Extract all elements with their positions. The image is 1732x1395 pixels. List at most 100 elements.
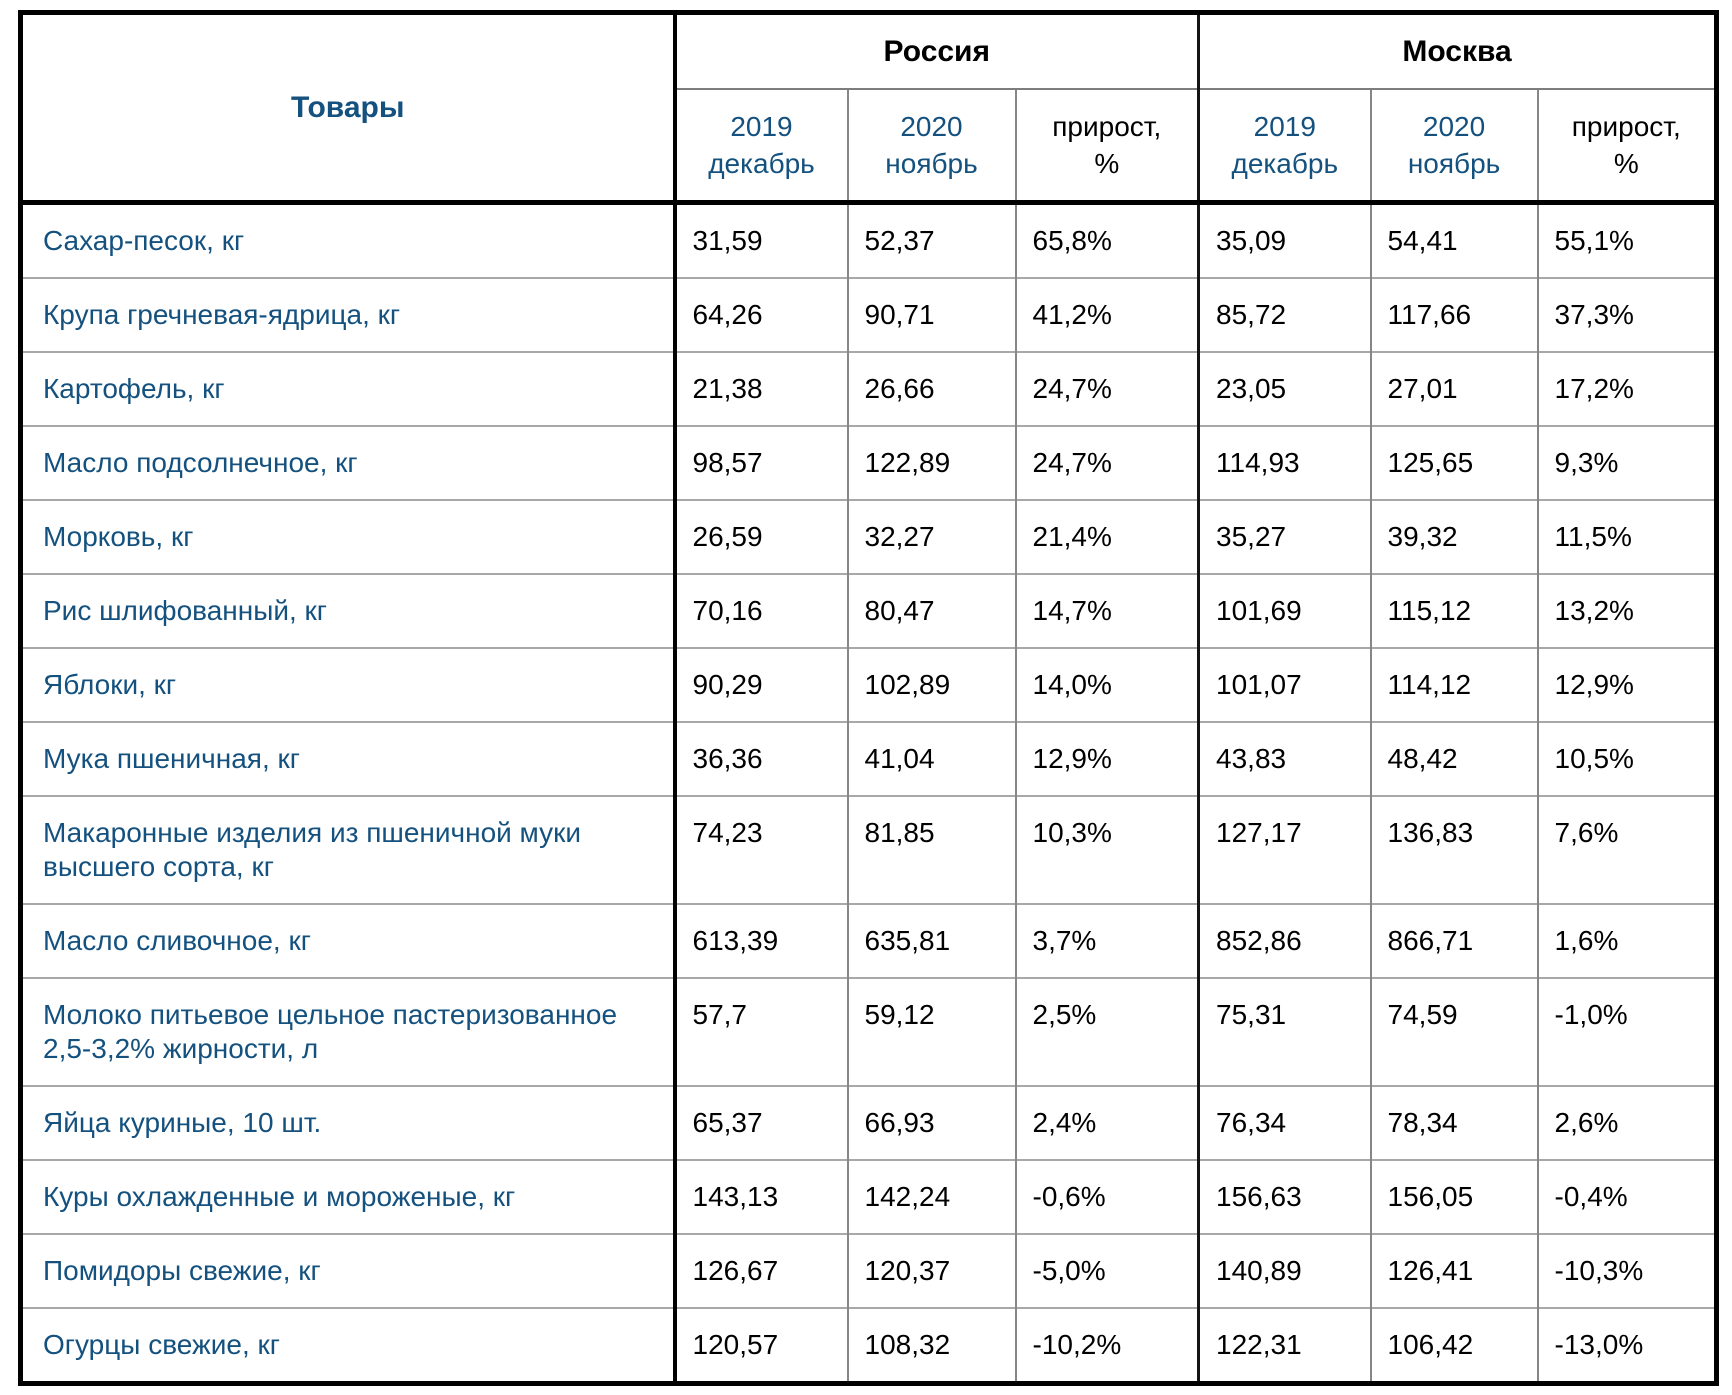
price-value: 140,89 bbox=[1197, 1233, 1371, 1308]
price-value: 57,7 bbox=[673, 977, 848, 1086]
price-value: 27,01 bbox=[1369, 351, 1538, 426]
price-value: 37,3% bbox=[1536, 277, 1717, 352]
column-header-russia-2019-december: 2019 декабрь bbox=[673, 88, 848, 205]
table-row: Рис шлифованный, кг 70,16 80,47 14,7% 101,69… bbox=[19, 573, 1717, 648]
column-header-moscow-2020-november: 2020 ноябрь bbox=[1369, 88, 1538, 205]
table-row: Огурцы свежие, кг 120,57 108,32 -10,2% 122,3… bbox=[19, 1307, 1717, 1384]
price-value: 85,72 bbox=[1197, 277, 1371, 352]
price-value: 98,57 bbox=[673, 425, 848, 500]
price-value: 11,5% bbox=[1536, 499, 1717, 574]
price-value: 127,17 bbox=[1197, 795, 1371, 904]
price-value: 10,3% bbox=[1014, 795, 1201, 904]
product-name: Яблоки, кг bbox=[19, 647, 677, 722]
price-value: 66,93 bbox=[846, 1085, 1016, 1160]
price-value: 12,9% bbox=[1536, 647, 1717, 722]
price-value: 106,42 bbox=[1369, 1307, 1538, 1384]
price-value: 48,42 bbox=[1369, 721, 1538, 796]
price-value: 26,66 bbox=[846, 351, 1016, 426]
price-value: 101,07 bbox=[1197, 647, 1371, 722]
price-value: 74,59 bbox=[1369, 977, 1538, 1086]
price-value: -0,4% bbox=[1536, 1159, 1717, 1234]
price-value: 101,69 bbox=[1197, 573, 1371, 648]
column-header-russia-2020-november: 2020 ноябрь bbox=[846, 88, 1016, 205]
table-row: Картофель, кг 21,38 26,66 24,7% 23,05 27,01 17… bbox=[19, 351, 1717, 426]
price-value: 126,67 bbox=[673, 1233, 848, 1308]
table-header: Товары Россия Москва 2019 декабрь 2020 н… bbox=[19, 11, 1717, 205]
price-value: 2,6% bbox=[1536, 1085, 1717, 1160]
price-value: 102,89 bbox=[846, 647, 1016, 722]
product-name: Морковь, кг bbox=[19, 499, 677, 574]
region-header-row: Товары Россия Москва bbox=[19, 11, 1717, 205]
table-row: Молоко питьевое цельное пастеризованное … bbox=[19, 977, 1717, 1086]
price-value: 120,37 bbox=[846, 1233, 1016, 1308]
price-value: 613,39 bbox=[673, 903, 848, 978]
price-value: 41,04 bbox=[846, 721, 1016, 796]
product-name: Крупа гречневая-ядрица, кг bbox=[19, 277, 677, 352]
price-value: 10,5% bbox=[1536, 721, 1717, 796]
price-value: 36,36 bbox=[673, 721, 848, 796]
price-value: 3,7% bbox=[1014, 903, 1201, 978]
price-value: -10,3% bbox=[1536, 1233, 1717, 1308]
product-name: Помидоры свежие, кг bbox=[19, 1233, 677, 1308]
price-value: 2,4% bbox=[1014, 1085, 1201, 1160]
price-value: -10,2% bbox=[1014, 1307, 1201, 1384]
price-value: -13,0% bbox=[1536, 1307, 1717, 1384]
price-value: 39,32 bbox=[1369, 499, 1538, 574]
price-value: 31,59 bbox=[673, 201, 848, 278]
price-value: 142,24 bbox=[846, 1159, 1016, 1234]
price-value: 52,37 bbox=[846, 201, 1016, 278]
price-value: 108,32 bbox=[846, 1307, 1016, 1384]
period-header-row: 2019 декабрь 2020 ноябрь прирост, % 2019… bbox=[21, 88, 1717, 205]
price-value: 65,8% bbox=[1014, 201, 1201, 278]
price-value: 75,31 bbox=[1197, 977, 1371, 1086]
price-value: 122,89 bbox=[846, 425, 1016, 500]
price-value: 12,9% bbox=[1014, 721, 1201, 796]
price-value: 78,34 bbox=[1369, 1085, 1538, 1160]
price-value: 80,47 bbox=[846, 573, 1016, 648]
product-name: Яйца куриные, 10 шт. bbox=[19, 1085, 677, 1160]
table-row: Масло сливочное, кг 613,39 635,81 3,7% 852,8… bbox=[19, 903, 1717, 978]
price-value: 125,65 bbox=[1369, 425, 1538, 500]
product-name: Огурцы свежие, кг bbox=[19, 1307, 677, 1384]
price-value: 35,09 bbox=[1197, 201, 1371, 278]
price-value: 43,83 bbox=[1197, 721, 1371, 796]
price-value: 117,66 bbox=[1369, 277, 1538, 352]
region-header-russia: Россия bbox=[673, 11, 1201, 90]
price-value: 59,12 bbox=[846, 977, 1016, 1086]
price-value: 126,41 bbox=[1369, 1233, 1538, 1308]
price-value: 81,85 bbox=[846, 795, 1016, 904]
price-value: 115,12 bbox=[1369, 573, 1538, 648]
products-column-header: Товары bbox=[19, 11, 677, 205]
price-value: 120,57 bbox=[673, 1307, 848, 1384]
price-value: 122,31 bbox=[1197, 1307, 1371, 1384]
column-header-russia-growth-percent: прирост, % bbox=[1014, 88, 1201, 205]
product-name: Макаронные изделия из пшеничной муки выс… bbox=[19, 795, 677, 904]
table-row: Помидоры свежие, кг 126,67 120,37 -5,0% 140,… bbox=[19, 1233, 1717, 1308]
price-value: 76,34 bbox=[1197, 1085, 1371, 1160]
table-row: Морковь, кг 26,59 32,27 21,4% 35,27 39,32 11,5… bbox=[19, 499, 1717, 574]
price-comparison-table: Товары Россия Москва 2019 декабрь 2020 н… bbox=[18, 10, 1720, 1386]
price-value: 14,7% bbox=[1014, 573, 1201, 648]
price-value: 24,7% bbox=[1014, 351, 1201, 426]
price-value: 21,4% bbox=[1014, 499, 1201, 574]
price-value: 32,27 bbox=[846, 499, 1016, 574]
price-value: 13,2% bbox=[1536, 573, 1717, 648]
price-value: 114,12 bbox=[1369, 647, 1538, 722]
product-name: Рис шлифованный, кг bbox=[19, 573, 677, 648]
price-value: 23,05 bbox=[1197, 351, 1371, 426]
price-value: 65,37 bbox=[673, 1085, 848, 1160]
price-value: 136,83 bbox=[1369, 795, 1538, 904]
column-header-moscow-growth-percent: прирост, % bbox=[1536, 88, 1717, 205]
table-row: Крупа гречневая-ядрица, кг 64,26 90,71 41,2… bbox=[19, 277, 1717, 352]
price-value: 55,1% bbox=[1536, 201, 1717, 278]
price-value: 143,13 bbox=[673, 1159, 848, 1234]
price-value: 17,2% bbox=[1536, 351, 1717, 426]
price-value: 635,81 bbox=[846, 903, 1016, 978]
price-value: 114,93 bbox=[1197, 425, 1371, 500]
region-header-moscow: Москва bbox=[1197, 11, 1717, 90]
price-value: 9,3% bbox=[1536, 425, 1717, 500]
table-row: Масло подсолнечное, кг 98,57 122,89 24,7% 11… bbox=[19, 425, 1717, 500]
column-header-moscow-2019-december: 2019 декабрь bbox=[1197, 88, 1371, 205]
price-value: -5,0% bbox=[1014, 1233, 1201, 1308]
price-value: -1,0% bbox=[1536, 977, 1717, 1086]
